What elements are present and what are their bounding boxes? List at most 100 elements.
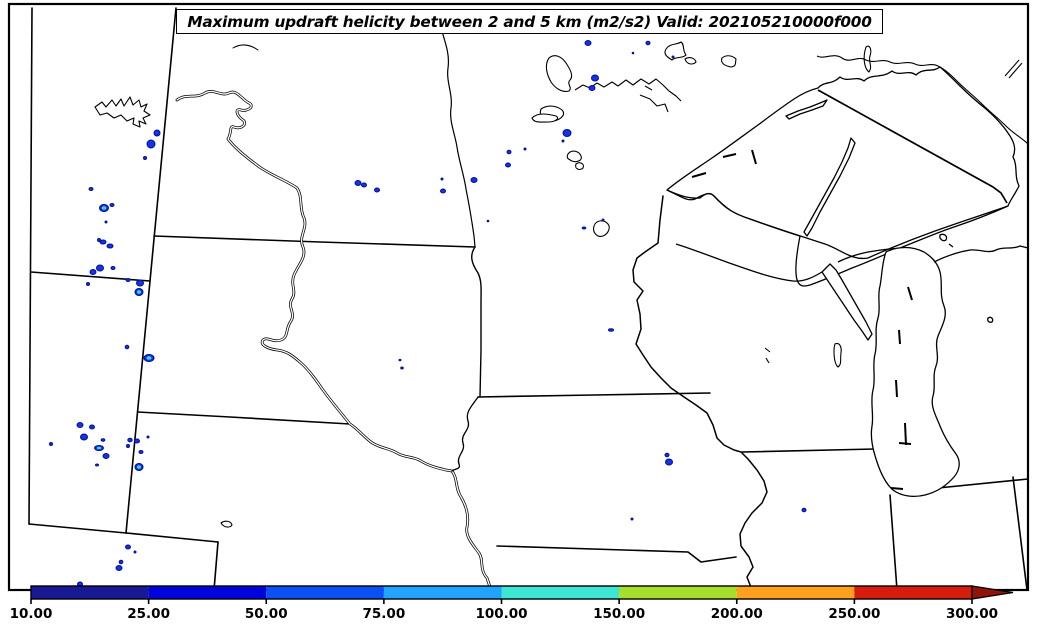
helicity-blob — [505, 162, 511, 168]
lake-of-the-woods — [546, 56, 571, 92]
border-il-in — [890, 495, 897, 590]
helicity-blob-core-cyan — [137, 465, 141, 469]
helicity-blob — [125, 278, 131, 282]
border-in-oh — [1013, 477, 1027, 590]
helicity-blob — [49, 442, 53, 446]
helicity-blob — [645, 40, 651, 46]
mille-lacs-lake — [594, 221, 610, 237]
helicity-blob — [124, 344, 130, 350]
helicity-blob — [96, 264, 104, 272]
colorbar-segment — [736, 586, 855, 599]
helicity-blob — [400, 366, 404, 370]
helicity-blob — [125, 544, 131, 550]
red-river-nd-mn — [441, 28, 475, 247]
helicity-blob — [664, 452, 670, 458]
colorbar: 10.00 25.00 50.00 75.00 100.00 150.00 200.00 25… — [10, 585, 1014, 622]
colorbar-tick-label: 75.00 — [363, 606, 406, 622]
helicity-blob — [126, 444, 130, 448]
us-canada-border-lake-superior — [818, 90, 1007, 203]
colorbar-tick-label: 250.00 — [828, 606, 880, 622]
big-sioux-river — [452, 397, 478, 471]
helicity-blob — [102, 453, 110, 459]
helicity-blob — [506, 149, 512, 155]
helicity-blob — [136, 279, 144, 287]
colorbar-tick-label: 300.00 — [946, 606, 998, 622]
colorbar-segment — [501, 586, 620, 599]
helicity-blob — [665, 458, 673, 466]
helicity-blob — [133, 550, 137, 554]
colorbar-segment — [619, 586, 737, 599]
canada-lake-2 — [685, 58, 696, 64]
canada-lake-1 — [665, 42, 686, 60]
helicity-blob — [97, 238, 101, 242]
colorbar-tick-label: 200.00 — [711, 606, 763, 622]
mn-west-border-river — [472, 247, 481, 397]
fort-peck-lake — [95, 97, 150, 127]
great-lakes — [667, 67, 1028, 496]
helicity-blob — [523, 147, 527, 151]
helicity-blob — [104, 220, 108, 224]
plot-title: Maximum updraft helicity between 2 and 5… — [176, 9, 883, 34]
border-102w-co-ne — [214, 542, 218, 590]
helicity-blob — [470, 177, 478, 183]
border-nd-sd — [154, 236, 475, 247]
helicity-blob — [146, 435, 150, 439]
lakes — [95, 42, 1028, 527]
colorbar-segment — [266, 586, 384, 599]
lake-superior-boundary-dashes — [692, 150, 756, 177]
border-ia-mo — [497, 546, 736, 562]
missouri-river-core — [177, 91, 491, 590]
colorbar-segment — [383, 586, 502, 599]
colorbar-segment — [148, 586, 267, 599]
colorbar-tick-label: 25.00 — [127, 606, 170, 622]
border-111w-west — [29, 8, 32, 524]
helicity-blobs-layer — [49, 40, 807, 587]
helicity-blob — [127, 437, 133, 443]
border-mn-ia — [478, 393, 710, 397]
helicity-blob — [361, 182, 367, 188]
border-ne-sd — [138, 412, 351, 424]
helicity-blob — [398, 358, 402, 362]
lake-winnebago — [834, 343, 841, 367]
helicity-blob — [374, 187, 380, 193]
helicity-blob — [115, 565, 123, 571]
green-bay — [822, 264, 872, 340]
leech-lake — [567, 151, 583, 169]
state-borders — [29, 8, 1028, 590]
helicity-blob — [440, 177, 444, 181]
colorbar-segment — [854, 586, 972, 599]
helicity-blob — [143, 156, 147, 160]
helicity-blob — [588, 85, 596, 91]
helicity-blob — [591, 74, 599, 82]
helicity-blob — [601, 218, 605, 222]
helicity-blob — [561, 139, 565, 143]
wisconsin-small-lakes — [765, 348, 770, 363]
isle-royale — [786, 100, 827, 119]
helicity-blob — [671, 55, 675, 59]
helicity-blob — [630, 517, 634, 521]
helicity-blob — [106, 243, 114, 249]
helicity-blob — [354, 180, 362, 186]
lake-superior-south-shore — [667, 190, 1008, 258]
helicity-blob — [440, 188, 446, 194]
helicity-blob-core-cyan — [146, 356, 152, 360]
canada-lake-4 — [864, 46, 871, 72]
helicity-blob — [486, 219, 490, 223]
colorbar-tick-label: 50.00 — [245, 606, 288, 622]
lake-michigan-boundary-dashes — [891, 287, 912, 489]
helicity-blob — [109, 203, 115, 207]
helicity-blob — [562, 129, 572, 137]
helicity-blob-core-cyan — [96, 446, 102, 450]
colorbar-tick-label: 150.00 — [593, 606, 645, 622]
thunder-bay-shore — [640, 86, 668, 112]
helicity-blob — [100, 438, 106, 442]
border-104w-mt-nd-sd-wy — [126, 8, 176, 533]
helicity-blob — [80, 433, 88, 441]
border-41n-wy-co-ne — [29, 524, 218, 542]
lake-winnibigoshish — [532, 114, 558, 122]
helicity-blob — [146, 139, 156, 149]
souris-river-arc — [233, 45, 258, 50]
helicity-blob — [89, 269, 97, 275]
